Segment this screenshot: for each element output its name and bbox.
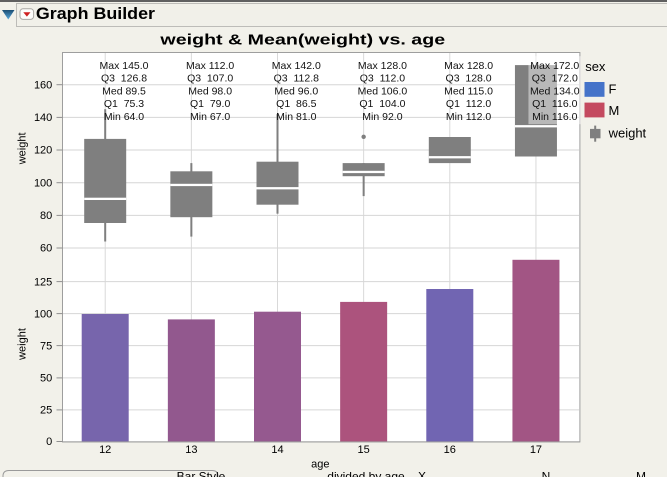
svg-text:Q3 126.8: Q3 126.8 <box>101 73 147 85</box>
svg-text:140: 140 <box>34 112 52 124</box>
svg-text:13: 13 <box>185 444 197 456</box>
svg-text:Med 96.0: Med 96.0 <box>274 85 318 97</box>
svg-text:Med 98.0: Med 98.0 <box>188 85 232 97</box>
svg-text:125: 125 <box>34 276 52 288</box>
svg-text:100: 100 <box>34 308 52 320</box>
svg-text:12: 12 <box>99 444 111 456</box>
svg-text:weight: weight <box>16 133 28 166</box>
svg-text:Min 67.0: Min 67.0 <box>190 111 230 123</box>
svg-text:Q1 79.0: Q1 79.0 <box>190 98 230 110</box>
svg-text:X: X <box>418 470 426 477</box>
svg-text:160: 160 <box>34 79 52 91</box>
svg-text:Q1 86.5: Q1 86.5 <box>276 98 316 110</box>
svg-text:Max 128.0: Max 128.0 <box>444 60 493 72</box>
svg-text:age: age <box>311 458 329 470</box>
svg-text:75: 75 <box>40 340 52 352</box>
svg-text:Q1 104.0: Q1 104.0 <box>359 98 405 110</box>
svg-text:N: N <box>542 470 551 477</box>
svg-text:divided by age: divided by age <box>327 470 405 477</box>
svg-text:50: 50 <box>40 373 52 385</box>
svg-text:weight & Mean(weight) vs. age: weight & Mean(weight) vs. age <box>159 31 445 48</box>
svg-text:Min 92.0: Min 92.0 <box>362 111 402 123</box>
svg-text:weight: weight <box>16 328 28 361</box>
svg-text:Max 128.0: Max 128.0 <box>358 60 407 72</box>
svg-text:15: 15 <box>358 444 370 456</box>
svg-text:Q3 112.0: Q3 112.0 <box>360 73 405 85</box>
svg-text:Med 106.0: Med 106.0 <box>358 85 408 97</box>
svg-text:Max 145.0: Max 145.0 <box>99 60 148 72</box>
svg-text:Q3 172.0: Q3 172.0 <box>532 73 578 85</box>
svg-text:F: F <box>609 81 617 96</box>
svg-text:Max 112.0: Max 112.0 <box>186 60 234 72</box>
svg-text:Min 116.0: Min 116.0 <box>532 111 577 123</box>
svg-text:M: M <box>609 103 620 118</box>
svg-text:60: 60 <box>40 243 52 255</box>
svg-text:sex: sex <box>585 59 606 74</box>
svg-text:Q3 112.8: Q3 112.8 <box>274 73 319 85</box>
svg-text:120: 120 <box>34 145 52 157</box>
svg-text:Graph Builder: Graph Builder <box>36 4 155 23</box>
svg-text:Max 172.0: Max 172.0 <box>530 60 579 72</box>
svg-text:17: 17 <box>530 444 542 456</box>
svg-text:100: 100 <box>34 177 52 189</box>
svg-text:Q1 116.0: Q1 116.0 <box>532 98 577 110</box>
svg-text:Min 64.0: Min 64.0 <box>104 111 144 123</box>
svg-text:25: 25 <box>40 405 52 417</box>
svg-text:Q3 128.0: Q3 128.0 <box>446 73 492 85</box>
svg-text:Bar Style: Bar Style <box>177 470 226 477</box>
svg-text:Q3 107.0: Q3 107.0 <box>187 73 233 85</box>
svg-text:14: 14 <box>271 444 283 456</box>
svg-text:Med 134.0: Med 134.0 <box>530 85 580 97</box>
svg-text:80: 80 <box>40 210 52 222</box>
svg-text:M: M <box>636 470 646 477</box>
svg-text:Max 142.0: Max 142.0 <box>272 60 321 72</box>
svg-text:16: 16 <box>444 444 456 456</box>
svg-text:Med 89.5: Med 89.5 <box>102 85 146 97</box>
svg-text:Med 115.0: Med 115.0 <box>444 85 493 97</box>
svg-text:0: 0 <box>46 436 52 448</box>
svg-text:Q1 75.3: Q1 75.3 <box>104 98 144 110</box>
svg-text:Min 81.0: Min 81.0 <box>276 111 316 123</box>
svg-text:weight: weight <box>608 126 647 141</box>
svg-text:Q1 112.0: Q1 112.0 <box>446 98 491 110</box>
svg-text:Min 112.0: Min 112.0 <box>446 111 491 123</box>
